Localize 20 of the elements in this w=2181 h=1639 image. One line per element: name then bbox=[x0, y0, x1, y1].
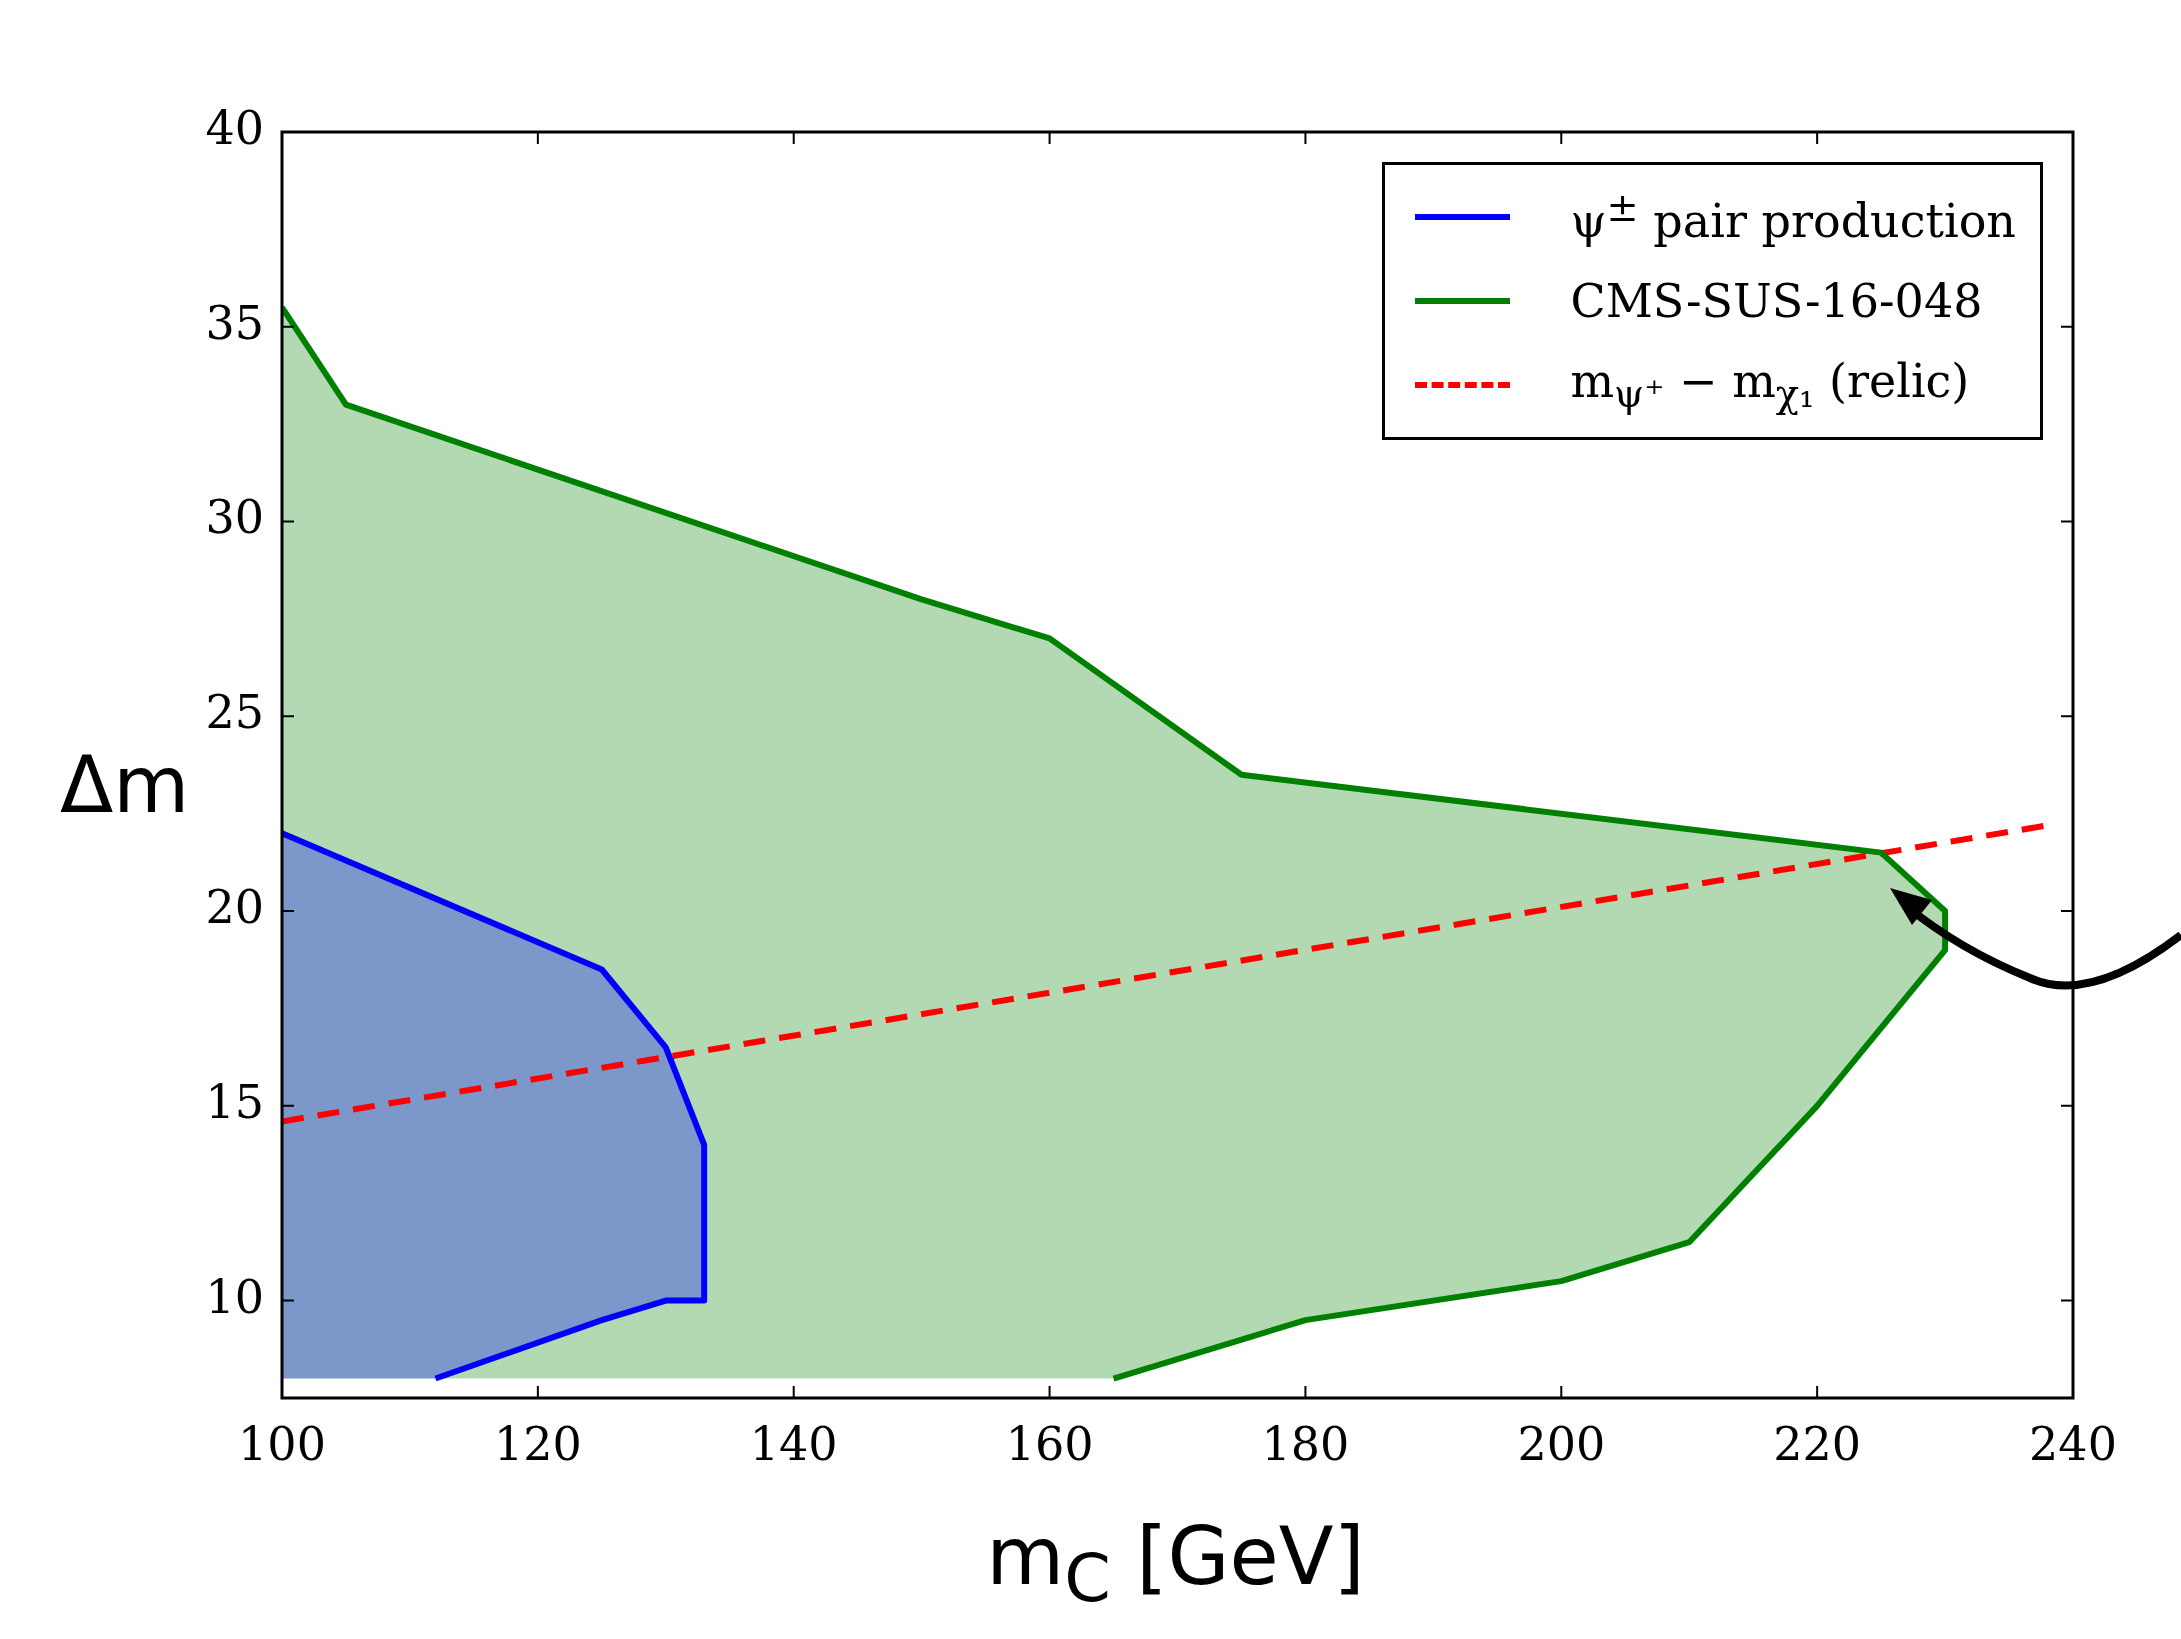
y-axis-title: Δm bbox=[60, 740, 190, 830]
x-axis-title: m$_{C}$ [GeV] bbox=[985, 1510, 1366, 1617]
x-tick-label: 100 bbox=[238, 1416, 326, 1471]
x-tick-label: 160 bbox=[1005, 1416, 1094, 1471]
y-tick-label: 35 bbox=[205, 295, 264, 350]
y-tick-label: 40 bbox=[205, 100, 264, 155]
x-tick-label: 220 bbox=[1773, 1416, 1862, 1471]
y-tick-label: 10 bbox=[205, 1269, 264, 1324]
y-tick-label: 25 bbox=[205, 685, 264, 740]
y-tick-label: 20 bbox=[205, 880, 264, 935]
x-tick-label: 120 bbox=[493, 1416, 582, 1471]
legend-label: CMS-SUS-16-048 bbox=[1570, 274, 1983, 328]
legend-label: ψ$^{±}$ pair production bbox=[1570, 185, 2016, 249]
x-tick-label: 240 bbox=[2029, 1416, 2117, 1471]
legend-label: m$_{ψ⁺}$ − m$_{χ₁}$ (relic) bbox=[1570, 353, 1970, 417]
y-tick-label: 30 bbox=[205, 490, 264, 545]
x-tick-label: 140 bbox=[749, 1416, 838, 1471]
x-tick-label: 180 bbox=[1261, 1416, 1350, 1471]
x-tick-label: 200 bbox=[1517, 1416, 1606, 1471]
y-tick-label: 15 bbox=[205, 1074, 264, 1129]
